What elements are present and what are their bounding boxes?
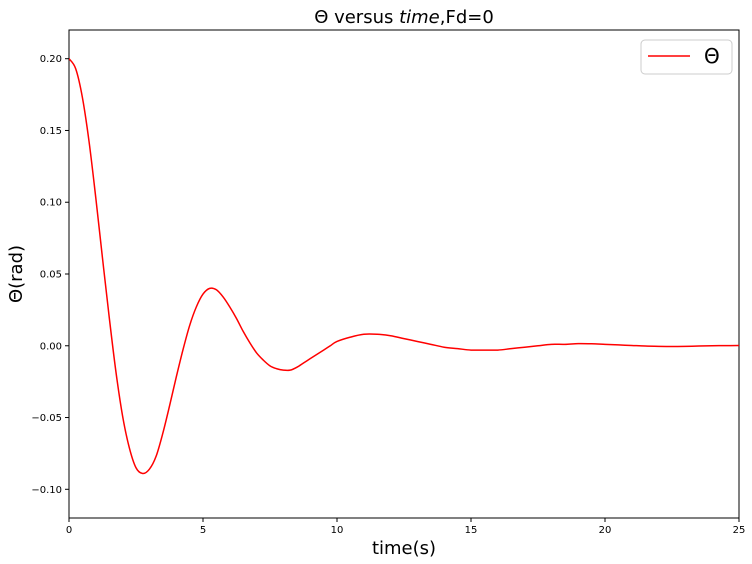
- x-tick-label: 0: [66, 525, 72, 536]
- y-tick-label: −0.05: [31, 413, 62, 424]
- series-line-theta: [69, 58, 739, 475]
- chart-title-prefix: Θ versus: [314, 7, 399, 28]
- y-tick-label: 0.20: [40, 54, 62, 65]
- x-tick-label: 10: [331, 525, 344, 536]
- plot-frame: [68, 29, 740, 519]
- x-tick-label: 25: [733, 525, 746, 536]
- chart-title: Θ versus time,Fd=0: [314, 7, 494, 28]
- chart-title-italic: time: [399, 7, 440, 28]
- y-axis-label: Θ(rad): [6, 245, 27, 303]
- y-axis-ticks: −0.10 −0.05 0.00 0.05 0.10 0.15 0.20: [31, 54, 69, 496]
- x-tick-label: 15: [465, 525, 478, 536]
- x-axis-ticks: 0 5 10 15 20 25: [66, 518, 746, 536]
- x-tick-label: 5: [200, 525, 206, 536]
- series-group: [69, 58, 739, 475]
- y-tick-label: 0.15: [40, 126, 62, 137]
- x-axis-label: time(s): [372, 538, 436, 559]
- y-tick-label: 0.05: [40, 270, 62, 281]
- y-tick-label: 0.00: [40, 341, 62, 352]
- legend-label: Θ: [704, 44, 720, 68]
- plot-area: [68, 29, 740, 519]
- x-tick-label: 20: [599, 525, 612, 536]
- y-tick-label: 0.10: [40, 198, 62, 209]
- chart-title-suffix: ,Fd=0: [440, 7, 494, 28]
- legend-box: [640, 39, 733, 75]
- legend: Θ: [640, 39, 733, 75]
- y-tick-label: −0.10: [31, 485, 62, 496]
